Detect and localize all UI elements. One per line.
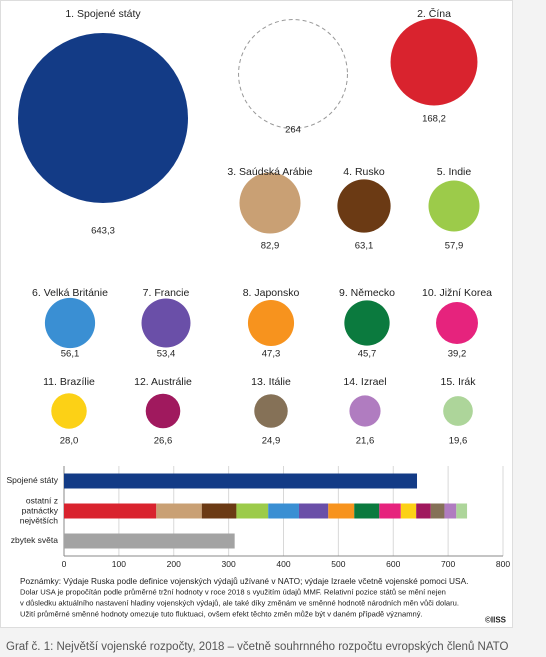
bubble [247,299,295,347]
bar-segment [64,473,418,489]
x-tick-label: 0 [61,559,67,569]
bubble [254,394,288,428]
note: Dolar USA je propočítán podle průměrné t… [20,587,446,597]
value-label: 56,1 [60,348,80,360]
value-label: 24,9 [261,435,281,447]
bubble-label: 9. Německo [338,287,396,299]
bubble-label: 6. Velká Británie [32,287,108,299]
bubble-label: 10. Jižní Korea [421,287,493,299]
bar-segment [430,503,445,519]
bar-segment [201,503,237,519]
bubble-label: 11. Brazílie [43,376,95,388]
x-tick-label: 700 [441,559,456,569]
bar-segment [156,503,202,519]
value-label: 21,6 [355,435,375,447]
value-label: 63,1 [354,240,374,252]
caption: Graf č. 1: Největší vojenské rozpočty, 2… [6,641,509,653]
value-label: 28,0 [59,435,79,447]
bar-segment [64,503,157,519]
bar-segment [328,503,355,519]
bubble [239,172,301,234]
source: ©IISS [484,615,506,625]
bubble [141,298,191,348]
note: Poznámky: Výdaje Ruska podle definice vo… [20,576,469,586]
bubble-label: 7. Francie [142,287,190,299]
value-label: 82,9 [260,240,280,252]
bar-segment [354,503,380,519]
bubble [436,302,478,344]
bar-segment [268,503,299,519]
x-tick-label: 600 [386,559,401,569]
x-tick-label: 400 [276,559,291,569]
y-tick-label: Spojené státy [6,475,58,486]
bar-segment [400,503,417,519]
value-label: 168,2 [422,113,446,125]
bubble [44,297,96,349]
bubble [18,33,188,203]
bar-segment [416,503,431,519]
bubble [443,396,473,426]
value-label: 39,2 [447,348,467,360]
bubble [238,19,348,129]
value-label: 53,4 [156,348,176,360]
bubble [344,300,390,346]
bubble-label: 5. Indie [436,166,472,178]
bubble-label: 3. Saúdská Arábie [227,166,313,178]
bubble [390,18,478,106]
bubble-label: 1. Spojené státy [65,8,141,20]
bar-segment [64,533,235,549]
bubble-label: 2. Čína [417,8,451,20]
bubble-label: 13. Itálie [251,376,291,388]
bubble-label: 15. Irák [440,376,476,388]
bubble [145,393,181,429]
y-tick-label: ostatní z patnáctky největších [19,495,58,525]
value-label: 643,3 [91,225,115,237]
value-label: 45,7 [357,348,377,360]
bar-segment [236,503,269,519]
x-tick-label: 800 [495,559,511,569]
value-label: 264 [285,124,301,136]
x-tick-label: 200 [166,559,181,569]
bubble-label: 12. Austrálie [134,376,192,388]
bubble [428,180,480,232]
bubble [349,395,381,427]
bubble-label: 14. Izrael [343,376,387,388]
bubble-label: 8. Japonsko [242,287,300,299]
value-label: 26,6 [153,435,173,447]
x-tick-label: 100 [111,559,126,569]
y-tick-label: zbytek světa [10,535,58,546]
note: v důsledku aktuálního nastavení hladiny … [20,598,460,608]
bar-segment [379,503,401,519]
x-tick-label: 500 [331,559,346,569]
x-tick-label: 300 [221,559,236,569]
bubble [337,179,391,233]
bubble [51,393,87,429]
bubble-label: 4. Rusko [343,166,385,178]
value-label: 57,9 [444,240,464,252]
bar-segment [444,503,457,519]
bar-segment [456,503,468,519]
bar-segment [298,503,329,519]
value-label: 47,3 [261,348,281,360]
note: Užití průměrné směnné hodnoty omezuje tu… [20,609,423,619]
value-label: 19,6 [448,435,468,447]
